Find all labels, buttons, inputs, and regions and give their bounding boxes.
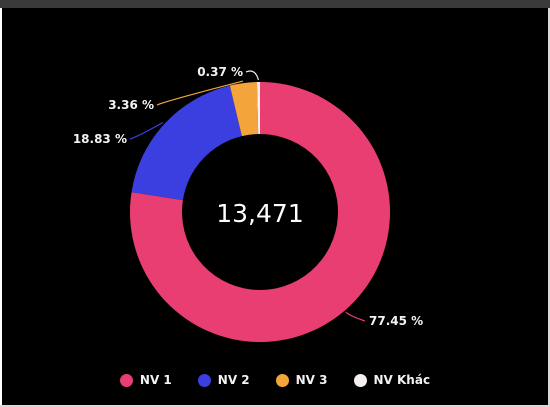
- panel-edge-right: [548, 8, 550, 407]
- legend-label: NV 2: [217, 373, 250, 387]
- slice-nv-1[interactable]: [129, 82, 390, 342]
- slice-label: 0.37 %: [197, 65, 243, 79]
- legend-label: NV 1: [139, 373, 172, 387]
- leader-line: [156, 80, 244, 106]
- legend-swatch: [275, 373, 289, 387]
- donut-slices: [129, 82, 390, 342]
- legend-label: NV Khác: [373, 373, 431, 387]
- leader-line: [245, 70, 260, 81]
- legend-item-nv3[interactable]: NV 3: [275, 373, 328, 387]
- legend-swatch: [353, 373, 367, 387]
- slice-label: 18.83 %: [73, 132, 127, 146]
- slice-nv-khác[interactable]: [256, 82, 260, 135]
- slice-label: 77.45 %: [369, 314, 423, 328]
- leader-line: [129, 121, 164, 140]
- slice-nv-2[interactable]: [131, 85, 242, 201]
- top-bar: [0, 0, 550, 8]
- legend-swatch: [119, 373, 133, 387]
- label-leader-lines: [129, 70, 366, 322]
- legend-swatch: [197, 373, 211, 387]
- legend-item-nv-khac[interactable]: NV Khác: [353, 373, 431, 387]
- leader-line: [345, 311, 366, 322]
- legend-item-nv1[interactable]: NV 1: [119, 373, 172, 387]
- slice-labels: 77.45 % 18.83 % 3.36 % 0.37 %: [73, 65, 423, 328]
- legend-label: NV 3: [295, 373, 328, 387]
- total-value: 13,471: [216, 199, 303, 228]
- legend-item-nv2[interactable]: NV 2: [197, 373, 250, 387]
- panel-edge-bottom: [0, 405, 550, 407]
- legend: NV 1 NV 2 NV 3 NV Khác: [0, 370, 550, 390]
- slice-label: 3.36 %: [108, 98, 154, 112]
- slice-nv-3[interactable]: [229, 82, 259, 137]
